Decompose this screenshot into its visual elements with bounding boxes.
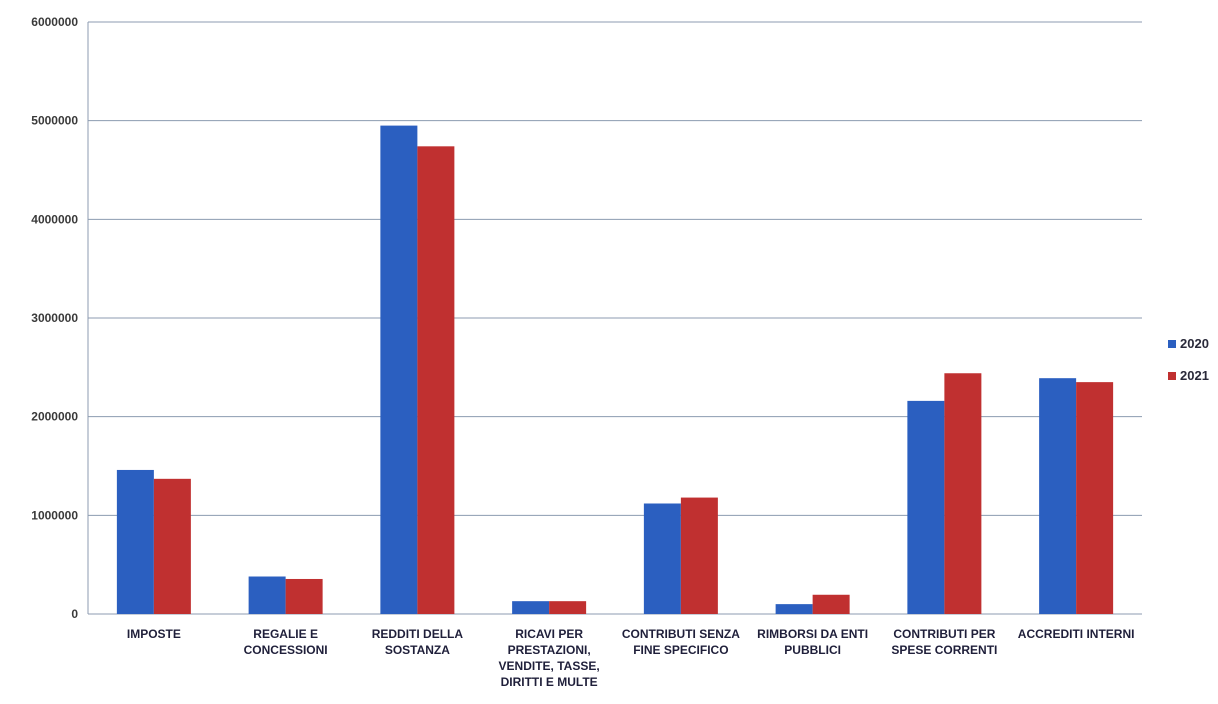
bar-2021-2 bbox=[417, 146, 455, 614]
bar-2020-0 bbox=[116, 469, 154, 614]
x-tick-label: CONTRIBUTI PER SPESE CORRENTI bbox=[891, 627, 998, 657]
y-tick-label: 6000000 bbox=[31, 15, 78, 29]
bar-2020-2 bbox=[380, 125, 418, 614]
bar-2020-7 bbox=[1039, 378, 1077, 614]
legend-swatch bbox=[1168, 339, 1176, 348]
legend-label: 2021 bbox=[1180, 368, 1209, 383]
y-tick-label: 4000000 bbox=[31, 212, 78, 226]
bar-2020-3 bbox=[512, 601, 550, 614]
y-tick-label: 3000000 bbox=[31, 311, 78, 325]
x-tick-label: CONTRIBUTI SENZA FINE SPECIFICO bbox=[621, 627, 740, 657]
bar-2021-6 bbox=[944, 373, 982, 614]
bar-2021-0 bbox=[153, 478, 191, 614]
y-tick-label: 5000000 bbox=[31, 114, 78, 128]
y-tick-label: 1000000 bbox=[31, 508, 78, 522]
y-tick-label: 0 bbox=[71, 607, 78, 621]
bar-2021-7 bbox=[1076, 382, 1114, 614]
x-tick-label: RICAVI PER PRESTAZIONI, VENDITE, TASSE, … bbox=[498, 627, 600, 689]
x-tick-label: REGALIE E CONCESSIONI bbox=[243, 627, 328, 657]
bar-2021-4 bbox=[680, 497, 718, 614]
bar-2020-4 bbox=[643, 503, 681, 614]
x-tick-label: IMPOSTE bbox=[126, 627, 181, 641]
legend-label: 2020 bbox=[1180, 336, 1209, 351]
x-tick-label: REDDITI DELLA SOSTANZA bbox=[371, 627, 464, 657]
y-tick-label: 2000000 bbox=[31, 410, 78, 424]
bar-2021-5 bbox=[812, 594, 850, 614]
bar-2020-6 bbox=[907, 400, 945, 614]
bar-2020-1 bbox=[248, 576, 286, 614]
legend-item-2021: 2021 bbox=[1168, 368, 1209, 383]
legend-item-2020: 2020 bbox=[1168, 336, 1209, 351]
bar-2021-1 bbox=[285, 578, 323, 614]
bar-2021-3 bbox=[549, 601, 587, 614]
x-tick-label: RIMBORSI DA ENTI PUBBLICI bbox=[757, 627, 869, 657]
bar-2020-5 bbox=[775, 604, 813, 614]
legend-swatch bbox=[1168, 371, 1176, 380]
x-tick-label: ACCREDITI INTERNI bbox=[1017, 627, 1135, 641]
